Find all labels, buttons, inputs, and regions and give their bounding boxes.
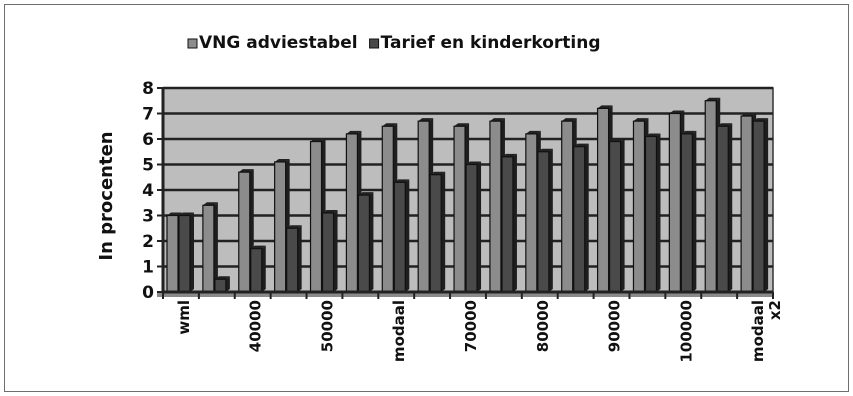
chart-legend: VNG adviestabel Tarief en kinderkorting (187, 33, 601, 53)
bar (608, 138, 625, 293)
legend-label: VNG adviestabel (199, 33, 358, 53)
bar (752, 118, 769, 293)
y-tick-label: 8 (142, 79, 154, 99)
x-tick-label: modaal (390, 300, 408, 362)
legend-label: Tarief en kinderkorting (381, 33, 601, 53)
legend-swatch (369, 38, 380, 49)
x-tick-label: modaal (749, 300, 767, 362)
y-tick-label: 5 (142, 156, 154, 176)
x-tick-label: 70000 (462, 300, 480, 352)
plot-floor (157, 292, 773, 297)
bar (501, 153, 517, 293)
x-tick-label: 40000 (247, 300, 265, 352)
bar (250, 245, 266, 293)
x-tick-label: 50000 (318, 300, 336, 352)
x-tick-label: wml (175, 300, 193, 335)
bar (716, 123, 733, 293)
y-tick-label: 1 (142, 258, 154, 278)
bar (573, 143, 589, 293)
bar (202, 202, 218, 293)
legend-item: VNG adviestabel (187, 33, 358, 53)
y-tick-label: 3 (142, 207, 154, 227)
y-tick-label: 6 (142, 130, 154, 150)
legend-swatch (187, 38, 198, 49)
x-tick-label: 100000 (677, 300, 695, 363)
x-tick-label: x2 (766, 300, 784, 320)
x-tick-label: 80000 (534, 300, 552, 352)
bar (465, 161, 482, 293)
bar (178, 212, 194, 293)
bar (321, 209, 338, 293)
bar (644, 133, 661, 293)
legend-item: Tarief en kinderkorting (369, 33, 601, 53)
y-axis-label: In procenten (96, 131, 117, 260)
bar (214, 276, 230, 293)
y-tick-label: 7 (142, 105, 154, 125)
y-tick-label: 0 (142, 283, 154, 303)
bar (286, 225, 302, 293)
y-axis: 0 1 2 3 4 5 6 7 8 (142, 79, 773, 303)
y-tick-label: 2 (142, 232, 154, 252)
x-axis: wml 40000 50000 modaal 70000 80000 90000 100000… (162, 292, 784, 363)
x-tick-label: 90000 (606, 300, 624, 352)
bar (357, 192, 374, 293)
bar (429, 171, 446, 293)
y-tick-label: 4 (142, 181, 154, 201)
bar (680, 130, 697, 293)
bar (537, 148, 553, 293)
bar (393, 179, 410, 293)
